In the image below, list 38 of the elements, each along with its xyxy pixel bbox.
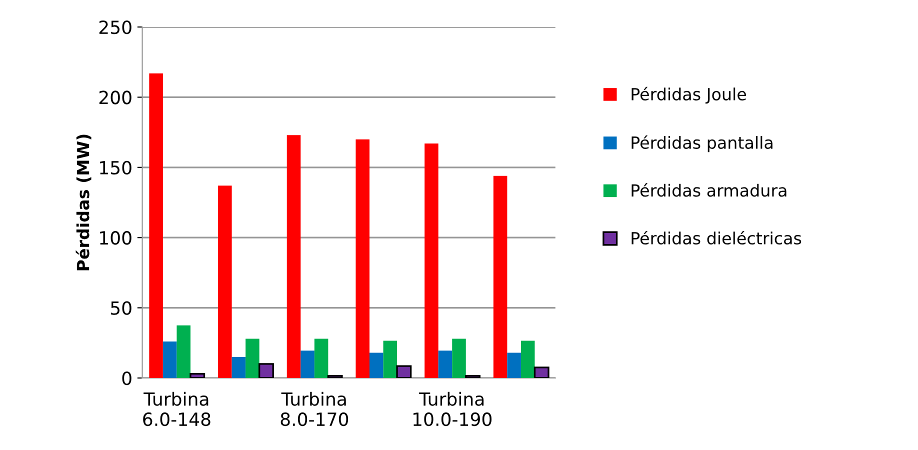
y-tick-label: 150 — [100, 160, 132, 175]
x-tick-label: Turbina 6.0-148 — [143, 392, 210, 426]
bar — [356, 139, 370, 378]
bar — [383, 340, 398, 378]
y-tick-label: 0 — [122, 371, 132, 386]
bar — [369, 352, 384, 378]
legend-label: Pérdidas Joule — [632, 86, 746, 104]
bar — [493, 176, 508, 378]
bar — [507, 352, 521, 378]
y-tick-label: 250 — [99, 20, 132, 34]
bar — [314, 338, 328, 378]
legend-label: Pérdidas dieléctricas — [632, 230, 802, 245]
legend-label: Pérdidas pantalla — [632, 135, 772, 152]
bar — [534, 366, 550, 378]
bar — [300, 350, 314, 378]
bar — [162, 341, 177, 378]
legend-label: Pérdidas armadura — [632, 183, 786, 197]
bar — [218, 186, 232, 378]
y-tick-label: 100 — [100, 231, 132, 245]
x-tick-label: Turbina 10.0-190 — [414, 392, 492, 426]
bar — [327, 375, 343, 378]
bar — [176, 325, 190, 378]
bar — [520, 340, 535, 378]
y-tick-label: 200 — [99, 90, 132, 104]
bar — [190, 372, 206, 378]
bar — [149, 73, 163, 378]
bar — [396, 365, 412, 378]
bar — [452, 338, 466, 378]
y-tick-label: 50 — [110, 301, 132, 315]
bar — [438, 350, 452, 378]
x-tick-label: Turbina 8.0-170 — [280, 392, 348, 426]
y-axis-title: Pérdidas (MW) — [76, 134, 92, 270]
bar — [246, 338, 260, 378]
bar — [232, 356, 246, 378]
bar — [465, 375, 480, 378]
bar — [286, 135, 301, 378]
bar — [424, 144, 438, 378]
bar — [258, 363, 274, 378]
